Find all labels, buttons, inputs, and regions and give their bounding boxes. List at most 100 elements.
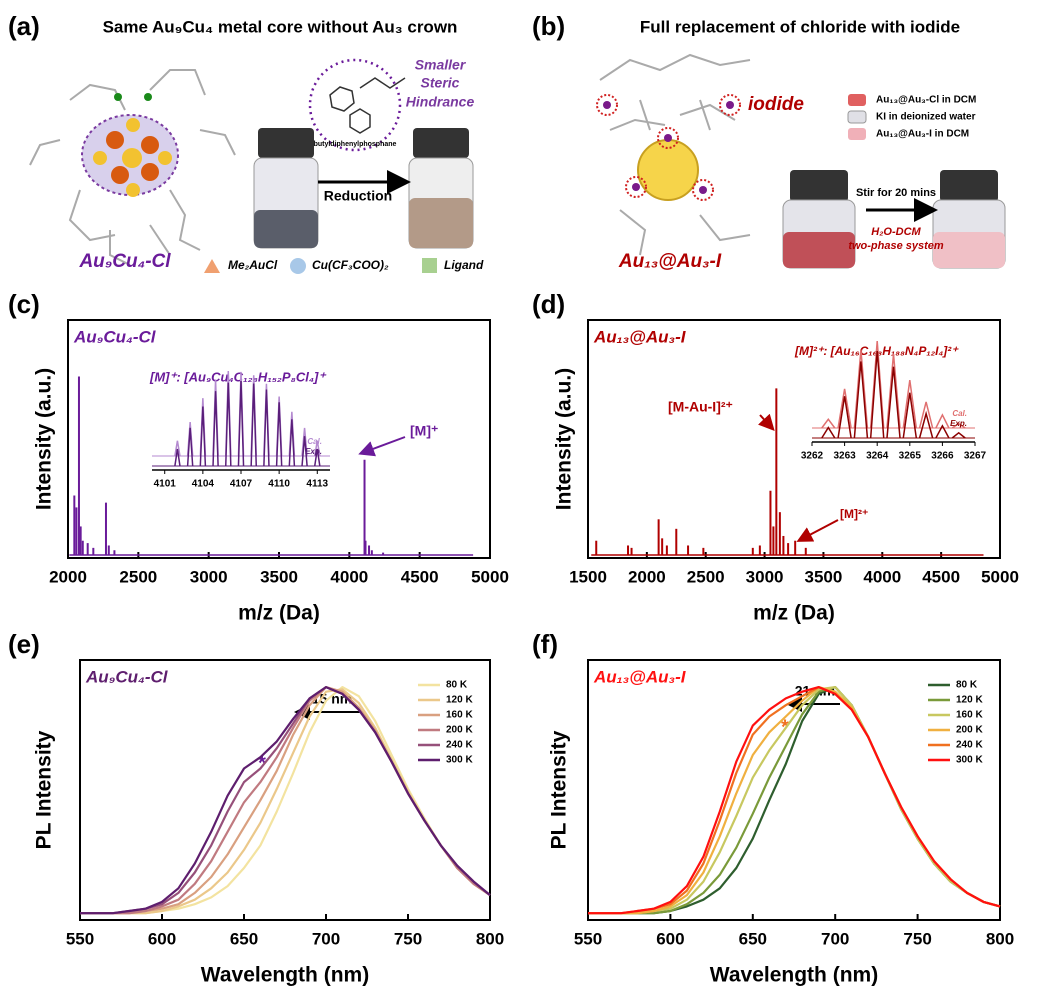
vial-content xyxy=(933,232,1005,268)
inset-x-tick-label: 3263 xyxy=(833,451,856,462)
x-axis-label: Wavelength (nm) xyxy=(201,964,369,987)
inset-peak xyxy=(951,431,966,439)
sample-label: Au₁₃@Au₃-I xyxy=(593,327,687,346)
arrow-label: Reduction xyxy=(324,188,392,204)
inset-peak xyxy=(821,418,836,429)
ligand-name: butyldiphenylphosphane xyxy=(314,141,397,148)
au-atom xyxy=(122,148,142,168)
x-tick-label: 2000 xyxy=(628,567,666,586)
system-label: two-phase system xyxy=(848,240,944,252)
inset-x-tick-label: 4107 xyxy=(230,479,253,490)
legend-text: 200 K xyxy=(956,725,983,736)
legend-text: Au₁₃@Au₃-I in DCM xyxy=(876,129,969,140)
x-axis-label: m/z (Da) xyxy=(753,602,835,625)
inset-x-tick-label: 3262 xyxy=(801,451,824,462)
vial-cap xyxy=(413,128,469,158)
vial-cap xyxy=(258,128,314,158)
inset-peak xyxy=(902,392,918,439)
legend-text: KI in deionized water xyxy=(876,112,976,123)
annotation-arrow xyxy=(757,413,775,431)
y-axis-label: Intensity (a.u.) xyxy=(33,368,56,510)
spectrum-line xyxy=(80,686,491,915)
cu-atom xyxy=(106,131,124,149)
x-tick-label: 600 xyxy=(656,929,684,948)
legend-text: 160 K xyxy=(446,710,473,721)
ligand-bonds xyxy=(599,53,751,256)
inset-peak xyxy=(314,440,321,457)
inset-peak xyxy=(174,440,181,457)
inset-peak xyxy=(902,380,918,429)
legend-text: 160 K xyxy=(956,710,983,721)
au-atom xyxy=(93,151,107,165)
legend-text: 200 K xyxy=(446,725,473,736)
iodide-label: iodide xyxy=(748,94,804,115)
spectrum-line xyxy=(588,686,1001,915)
inset-peak xyxy=(199,406,207,467)
vial-content xyxy=(254,210,318,248)
au-atom xyxy=(158,151,172,165)
inset-peak xyxy=(853,361,869,439)
vial-content xyxy=(409,198,473,248)
panel-label: (a) xyxy=(8,11,40,41)
spectrum-line xyxy=(588,686,1001,915)
inset-peak xyxy=(951,422,966,429)
x-tick-label: 4000 xyxy=(863,567,901,586)
x-tick-label: 2500 xyxy=(687,567,725,586)
legend-circle xyxy=(290,258,306,274)
plot-frame xyxy=(587,659,1001,921)
x-tick-label: 650 xyxy=(739,929,767,948)
spectrum-line xyxy=(80,686,491,915)
au-atom xyxy=(126,118,140,132)
sample-label: Au₉Cu₄-Cl xyxy=(85,667,169,686)
iodide-atom xyxy=(699,186,707,194)
inset-peak xyxy=(886,366,901,439)
x-tick-label: 800 xyxy=(476,929,504,948)
inset-x-tick-label: 4101 xyxy=(154,479,177,490)
x-tick-label: 2000 xyxy=(49,567,87,586)
inset-x-tick-label: 3265 xyxy=(899,451,922,462)
system-label: H₂O-DCM xyxy=(871,226,921,238)
inset-peak xyxy=(301,436,308,467)
x-tick-label: 750 xyxy=(394,929,422,948)
inset-peak xyxy=(237,380,245,467)
inset-peak xyxy=(250,383,258,467)
panel-label: (c) xyxy=(8,289,40,319)
legend-text: 240 K xyxy=(446,740,473,751)
x-tick-label: 600 xyxy=(148,929,176,948)
x-tick-label: 750 xyxy=(903,929,931,948)
panel-a: (a) Same Au₉Cu₄ metal core without Au₃ c… xyxy=(8,11,484,274)
annotation-arrow xyxy=(358,436,406,457)
plot-frame xyxy=(587,319,1001,559)
y-axis-label: PL Intensity xyxy=(33,730,56,849)
x-tick-label: 3500 xyxy=(260,567,298,586)
inset-peak xyxy=(821,426,836,439)
inset-peak xyxy=(263,389,270,467)
spectrum-line xyxy=(588,686,1001,915)
panel-title: Full replacement of chloride with iodide xyxy=(640,17,960,36)
x-tick-label: 4500 xyxy=(401,567,439,586)
x-tick-label: 4000 xyxy=(330,567,368,586)
legend-text: Me₂AuCl xyxy=(228,258,278,272)
plot-frame xyxy=(79,659,491,921)
plot-frame xyxy=(67,319,491,559)
molecule xyxy=(29,69,236,266)
inset-legend: Cal. xyxy=(307,437,322,446)
iodide-atom xyxy=(603,101,611,109)
legend-swatch xyxy=(847,110,867,124)
hindrance-text: Smaller xyxy=(415,57,467,73)
sample-label: Au₉Cu₄-Cl xyxy=(73,327,157,346)
vial-content xyxy=(783,232,855,268)
panel-label: (b) xyxy=(532,11,565,41)
spectrum-line xyxy=(588,686,1001,915)
arrow-label: Stir for 20 mins xyxy=(856,187,936,199)
legend-square xyxy=(422,258,437,273)
sample-label: Au₁₃@Au₃-I xyxy=(593,667,687,686)
ligand-circle xyxy=(308,58,402,152)
iodide-atom xyxy=(726,101,734,109)
spectrum-line xyxy=(588,686,1001,915)
cu-atom xyxy=(141,163,159,181)
x-tick-label: 800 xyxy=(986,929,1014,948)
legend-text: 120 K xyxy=(446,695,473,706)
